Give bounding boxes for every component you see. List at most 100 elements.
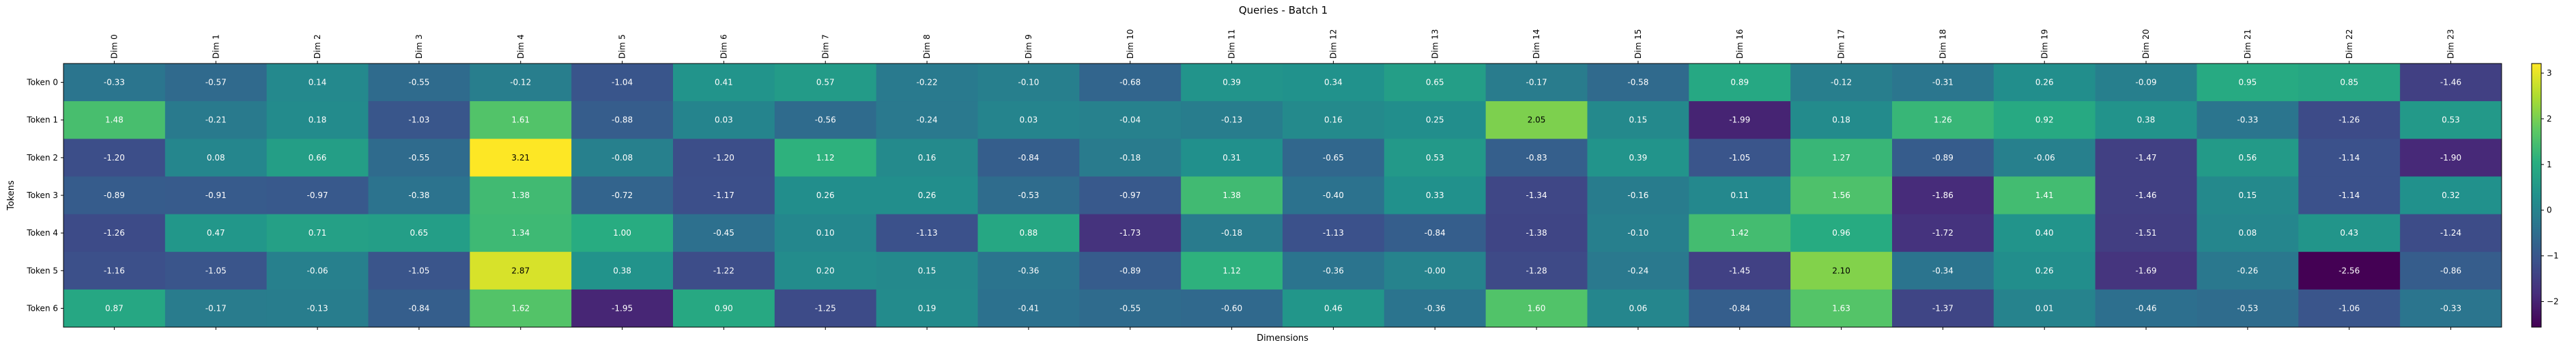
- heatmap-cell: [673, 64, 775, 102]
- heatmap-cell: [1181, 64, 1283, 102]
- cell-value-label: -1.34: [1526, 191, 1547, 200]
- cell-value-label: 0.38: [2137, 115, 2156, 125]
- heatmap-cell: [876, 139, 978, 177]
- cell-value-label: 1.62: [511, 303, 530, 313]
- cell-value-label: 0.08: [207, 153, 225, 163]
- heatmap-cell: [1283, 64, 1385, 102]
- x-tick-label: Dim 7: [820, 34, 830, 59]
- heatmap-cell: [2095, 139, 2197, 177]
- heatmap-cell: [164, 64, 268, 102]
- cell-value-label: 0.06: [1629, 303, 1648, 313]
- cell-value-label: -0.55: [1119, 303, 1141, 313]
- x-axis-label: Dimensions: [1257, 333, 1308, 344]
- heatmap-cell: [1790, 251, 1893, 290]
- x-tick-label: Dim 16: [1735, 29, 1745, 59]
- cell-value-label: -0.33: [104, 78, 125, 87]
- heatmap-cell: [1384, 139, 1487, 177]
- heatmap-cell: [1283, 139, 1385, 177]
- cell-value-label: -0.33: [2237, 115, 2258, 125]
- heatmap-cell: [1079, 251, 1182, 290]
- cell-value-label: 0.15: [2239, 191, 2257, 200]
- heatmap-cell: [2095, 176, 2197, 215]
- heatmap-cell: [1892, 64, 1994, 102]
- heatmap-cell: [368, 251, 470, 290]
- heatmap-cell: [2196, 139, 2299, 177]
- heatmap-cell: [2298, 214, 2401, 253]
- heatmap-cell: [368, 214, 470, 253]
- cell-value-label: -0.89: [1119, 266, 1141, 275]
- y-tick-label: Token 0: [26, 78, 58, 87]
- x-tick-label: Dim 13: [1430, 29, 1440, 59]
- heatmap-cell: [977, 289, 1080, 328]
- x-axis: Dim 0 Dim 1 Dim 2 Dim 3 Dim 4 Dim 5 Dim 6 Dim 7…: [109, 29, 2456, 330]
- x-tick-label: Dim 1: [211, 34, 220, 59]
- heatmap-cell: [876, 64, 978, 102]
- cell-value-label: 0.14: [309, 78, 327, 87]
- heatmap-cell: [1689, 214, 1791, 253]
- x-tick-label: Dim 18: [1938, 29, 1947, 59]
- heatmap-cell: [977, 251, 1080, 290]
- x-tick-label: Dim 14: [1532, 29, 1541, 59]
- cell-value-label: -1.47: [2136, 153, 2157, 163]
- y-tick-label: Token 3: [26, 191, 58, 200]
- cell-value-label: -0.33: [2440, 303, 2461, 313]
- colorbar-tick-label: 3: [2547, 68, 2552, 78]
- heatmap-cell: [2400, 214, 2502, 253]
- heatmap-cell: [673, 176, 775, 215]
- x-tick-label: Dim 6: [719, 34, 728, 59]
- heatmap-cell: [368, 101, 470, 139]
- heatmap-cell: [266, 176, 369, 215]
- heatmap-cell: [2196, 101, 2299, 139]
- cell-value-label: 0.53: [1426, 153, 1444, 163]
- cell-value-label: 0.38: [613, 266, 631, 275]
- cell-value-label: -0.91: [205, 191, 227, 200]
- heatmap-cell: [571, 101, 674, 139]
- heatmap-cell: [1485, 139, 1588, 177]
- cell-value-label: -0.57: [205, 78, 227, 87]
- x-tick-label: Dim 20: [2141, 29, 2151, 59]
- cell-value-label: -0.86: [2440, 266, 2461, 275]
- cell-value-label: -0.55: [408, 78, 429, 87]
- cell-value-label: 0.56: [2239, 153, 2257, 163]
- plot-frame: [63, 63, 2502, 328]
- y-axis-label: Tokens: [6, 180, 16, 211]
- heatmap-cell: [63, 101, 166, 139]
- cell-value-label: -0.56: [815, 115, 836, 125]
- cell-value-label: 0.19: [918, 303, 936, 313]
- x-tick-label: Dim 21: [2243, 29, 2252, 59]
- heatmap-cell: [774, 251, 877, 290]
- cell-value-label: 0.46: [1324, 303, 1343, 313]
- cell-value-label: -0.89: [1932, 153, 1954, 163]
- y-tick-label: Token 5: [26, 266, 58, 275]
- cell-value-label: -1.22: [713, 266, 734, 275]
- cell-value-label: -0.58: [1627, 78, 1648, 87]
- heatmap-cell: [571, 139, 674, 177]
- cell-value-label: -0.06: [307, 266, 328, 275]
- x-tick-label: Dim 17: [1837, 29, 1846, 59]
- cell-value-label: -1.73: [1119, 228, 1141, 238]
- heatmap-cell: [1181, 176, 1283, 215]
- colorbar-tick-label: −1: [2547, 251, 2559, 261]
- cell-value-label: -1.20: [104, 153, 125, 163]
- heatmap-cell: [977, 64, 1080, 102]
- x-tick-label: Dim 19: [2040, 29, 2049, 59]
- cell-value-label: -0.53: [1018, 191, 1039, 200]
- cell-value-label: -1.46: [2136, 191, 2157, 200]
- heatmap-cell: [673, 101, 775, 139]
- heatmap-cell: [470, 64, 572, 102]
- heatmap-cell: [1181, 214, 1283, 253]
- cell-value-label: 0.34: [1324, 78, 1343, 87]
- cell-value-label: -0.17: [205, 303, 227, 313]
- heatmap-cell: [774, 214, 877, 253]
- heatmap-cell: [63, 214, 166, 253]
- cell-value-label: 1.63: [1832, 303, 1850, 313]
- cell-value-label: 1.42: [1730, 228, 1749, 238]
- cell-value-label: -1.45: [1729, 266, 1750, 275]
- heatmap-cell: [470, 101, 572, 139]
- cell-value-label: 1.61: [511, 115, 530, 125]
- heatmap-cell: [977, 101, 1080, 139]
- cell-value-label: 0.40: [2035, 228, 2054, 238]
- cell-value-label: -0.45: [713, 228, 734, 238]
- cell-value-label: -1.17: [713, 191, 734, 200]
- cell-value-label: 0.11: [1730, 191, 1749, 200]
